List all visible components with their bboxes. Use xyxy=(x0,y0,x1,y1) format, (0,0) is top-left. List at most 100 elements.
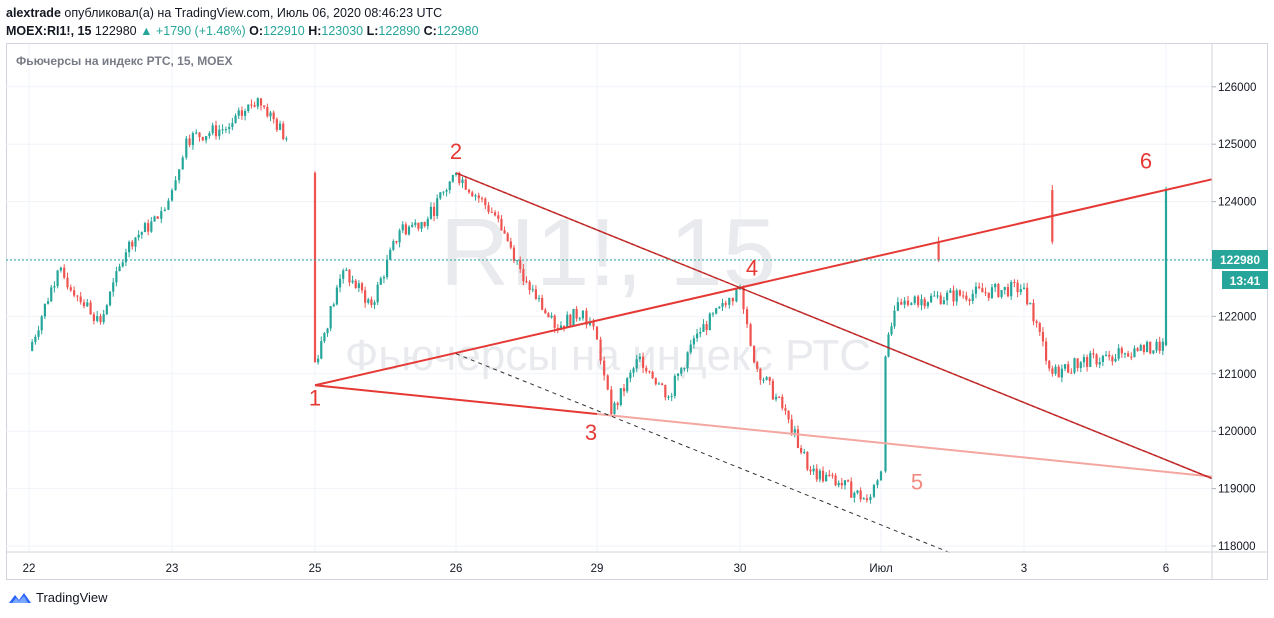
candle-body xyxy=(971,293,974,301)
candle-body xyxy=(528,281,531,291)
candle-body xyxy=(926,302,930,307)
price-badge: 122980 xyxy=(1220,253,1260,267)
chart-frame[interactable] xyxy=(6,43,1268,580)
candle-body xyxy=(99,315,102,323)
candle-body xyxy=(31,342,34,351)
candle-body xyxy=(1067,364,1070,373)
candle-body xyxy=(317,358,320,363)
candle-body xyxy=(272,112,275,120)
price-axis[interactable]: 1180001190001200001210001220001230001240… xyxy=(1211,44,1256,580)
candle-body xyxy=(657,383,661,385)
candle-body xyxy=(1076,358,1079,368)
candle-body xyxy=(395,241,398,243)
candle-body xyxy=(1123,353,1127,355)
candle-body xyxy=(946,292,949,301)
candle-body xyxy=(250,104,253,106)
candle-body xyxy=(436,198,439,217)
candle-body xyxy=(243,111,247,116)
candle-body xyxy=(869,496,872,501)
candle-body xyxy=(742,287,745,310)
candle-body xyxy=(1016,282,1019,293)
candle-body xyxy=(537,297,541,300)
candle-body xyxy=(401,224,404,231)
candle-body xyxy=(803,451,806,453)
candle-body xyxy=(86,302,89,307)
candle-body xyxy=(259,98,263,106)
candle-body xyxy=(59,267,62,271)
time-axis[interactable]: 22 23 25 26 29 30 Июл 3 6 xyxy=(6,551,1268,575)
candle-body xyxy=(664,385,667,398)
candle-body xyxy=(228,126,231,130)
candle-body xyxy=(728,297,731,305)
watermark-big: RI1!, 15 xyxy=(440,199,776,306)
candle-body xyxy=(686,352,689,369)
price-badge-bg xyxy=(1212,250,1268,269)
candle-body xyxy=(237,110,240,116)
candle-body xyxy=(115,271,118,283)
candle-body xyxy=(351,280,354,283)
candle-body xyxy=(451,174,454,182)
candle-body xyxy=(1022,287,1026,290)
candle-body xyxy=(872,485,876,497)
candle-body xyxy=(622,388,626,392)
candle-body xyxy=(753,345,756,363)
candle-body xyxy=(771,380,774,400)
price-tick-label: 121000 xyxy=(1218,369,1256,381)
candle-body xyxy=(461,179,464,184)
trend-line-2-4-dash xyxy=(455,172,1213,479)
candle-body xyxy=(147,223,150,232)
candle-body xyxy=(256,98,259,107)
candle-body xyxy=(1111,356,1114,362)
open-label: O: xyxy=(249,24,263,38)
candle-body xyxy=(500,218,503,231)
candle-body xyxy=(619,388,622,405)
candle-body xyxy=(762,379,765,381)
candle-body xyxy=(949,290,952,293)
candle-body xyxy=(974,286,978,294)
candle-body xyxy=(224,129,227,131)
candle-body xyxy=(840,482,843,486)
low-value: 122890 xyxy=(378,24,421,38)
chart-title: Фьючерсы на индекс РТС, 15, MOEX xyxy=(16,54,233,68)
candle-body xyxy=(278,123,282,130)
candle-body xyxy=(509,241,512,248)
trend-lines[interactable] xyxy=(314,172,1213,554)
candle-body xyxy=(800,448,803,453)
candle-body xyxy=(448,181,451,191)
candle-body xyxy=(1063,364,1067,369)
author-name[interactable]: alextrade xyxy=(6,6,61,20)
price-tick-label: 120000 xyxy=(1218,426,1256,438)
candle-body xyxy=(1152,350,1155,354)
candle-body xyxy=(859,490,862,500)
candle-body xyxy=(572,308,575,326)
candle-body xyxy=(879,471,883,481)
candle-body xyxy=(1060,368,1063,378)
candle-body xyxy=(1013,281,1016,283)
candle-body xyxy=(566,314,569,328)
candle-body xyxy=(616,403,619,405)
candle-body xyxy=(282,123,285,140)
candle-body xyxy=(680,368,683,374)
candle-body xyxy=(534,289,537,300)
candle-body xyxy=(497,215,500,219)
candle-body xyxy=(218,129,221,137)
candle-body xyxy=(676,373,680,376)
candle-body xyxy=(629,372,632,379)
candle-body xyxy=(1029,303,1032,305)
candle-body xyxy=(635,359,638,369)
candle-body xyxy=(379,278,382,285)
candle-body xyxy=(787,410,790,420)
footer-brand[interactable]: TradingView xyxy=(36,590,108,605)
candle-body xyxy=(559,325,563,330)
candle-body xyxy=(76,295,79,297)
candle-body xyxy=(163,209,166,212)
candle-body xyxy=(56,270,59,287)
candle-body xyxy=(930,295,933,303)
candle-body xyxy=(370,299,373,305)
candle-body xyxy=(490,211,493,213)
time-tick-label: 29 xyxy=(591,563,604,575)
candle-body xyxy=(978,286,981,289)
candle-body xyxy=(828,474,831,476)
tradingview-logo-icon[interactable] xyxy=(8,591,32,605)
